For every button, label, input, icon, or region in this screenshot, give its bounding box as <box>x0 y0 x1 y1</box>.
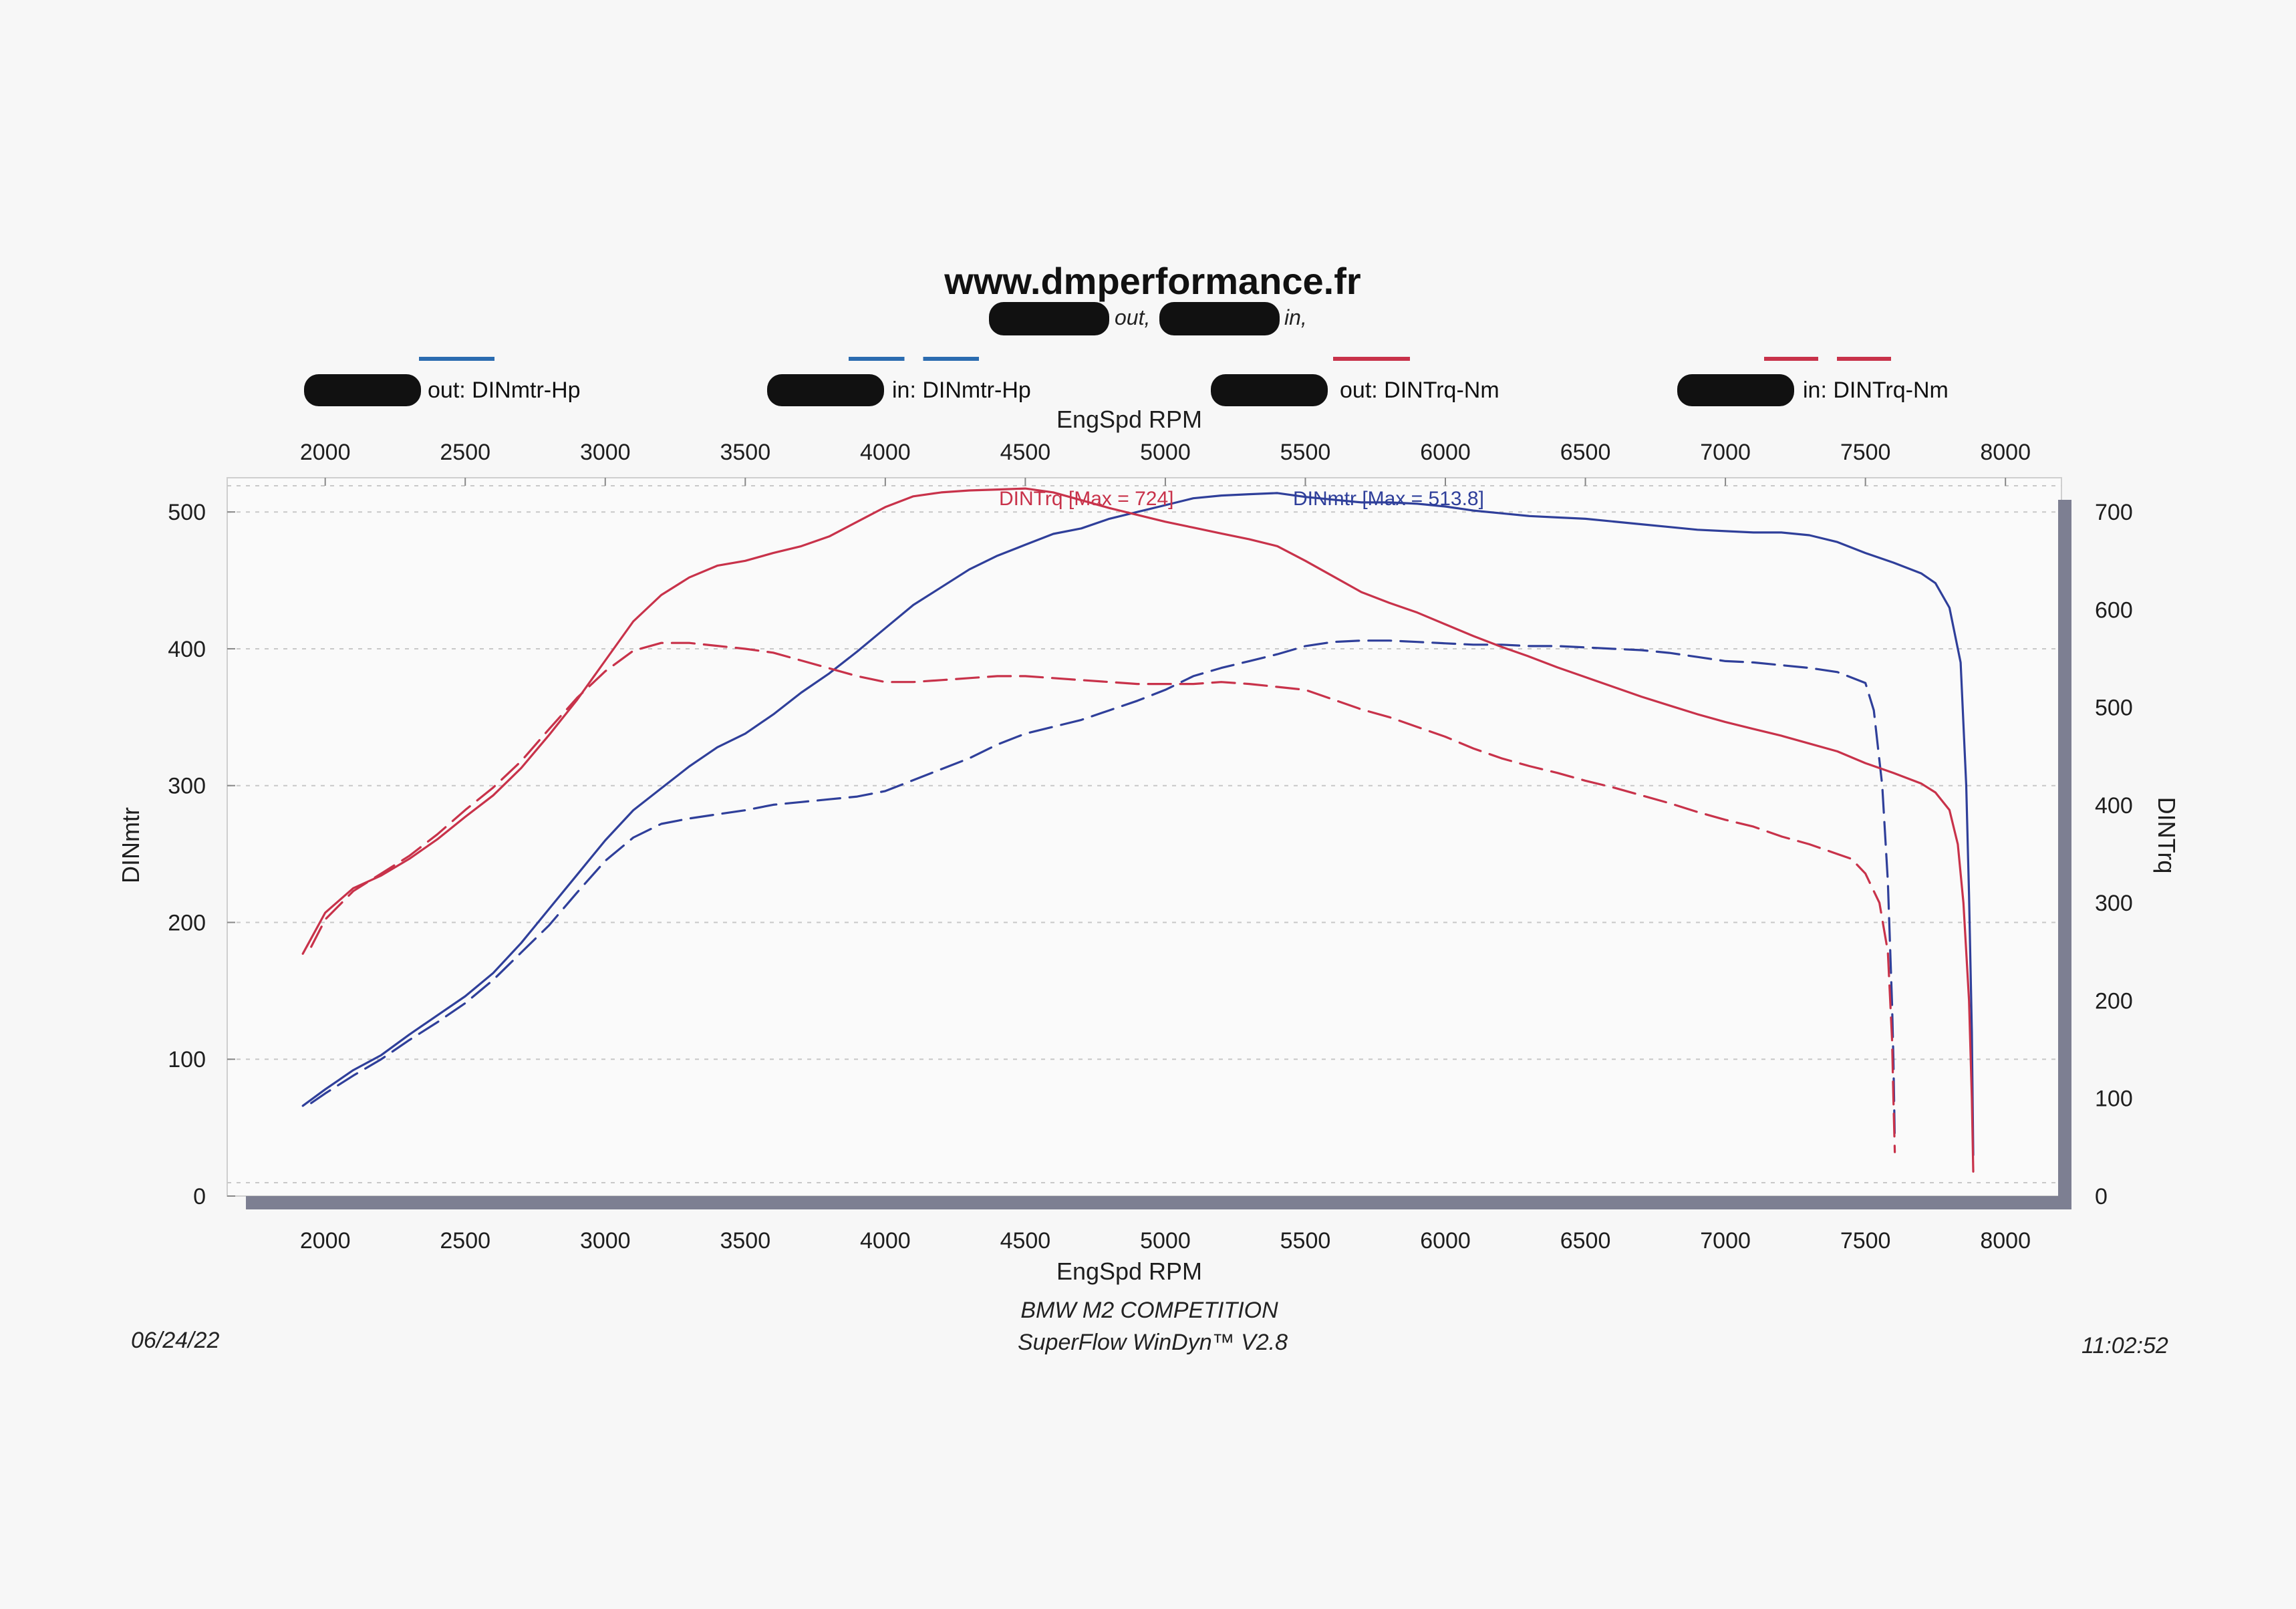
y-left-tick-label: 100 <box>168 1047 206 1072</box>
x-tick-label-top: 5000 <box>1140 440 1191 465</box>
y-left-tick-label: 500 <box>168 500 206 525</box>
x-tick-label-top: 5500 <box>1280 440 1331 465</box>
x-tick-label-top: 7500 <box>1840 440 1891 465</box>
y-right-tick-label: 100 <box>2095 1086 2133 1112</box>
subtitle-in-label: in, <box>1284 305 1307 329</box>
redacted-block <box>1677 374 1794 406</box>
x-tick-label-bottom: 5000 <box>1140 1228 1191 1254</box>
series-line-in-dinmtr-hp <box>310 639 1896 1143</box>
y-axis-bar-right <box>2058 500 2071 1209</box>
x-tick-label-bottom: 2000 <box>300 1228 351 1254</box>
series-line-out-dinmtr-hp <box>301 492 1975 1157</box>
x-tick-label-bottom: 7000 <box>1700 1228 1751 1254</box>
legend: out: DINmtr-Hp in: DINmtr-Hp out: DINTrq-N… <box>304 357 1949 406</box>
x-tick-label-top: 3500 <box>720 440 770 465</box>
footer-date: 06/24/22 <box>131 1328 219 1353</box>
y-left-tick-label: 0 <box>193 1184 206 1209</box>
y-right-tick-label: 600 <box>2095 597 2133 623</box>
axis-frame <box>246 500 2071 1209</box>
x-tick-label-bottom: 5500 <box>1280 1228 1331 1254</box>
y-axis-title-left: DINmtr <box>117 807 144 883</box>
footer-car: BMW M2 COMPETITION <box>1020 1298 1278 1323</box>
axis-ticks: 2000200025002500300030003500350040004000… <box>168 440 2132 1254</box>
y-right-tick-label: 300 <box>2095 891 2133 916</box>
y-right-tick-label: 0 <box>2095 1184 2108 1209</box>
chart-title: www.dmperformance.fr <box>944 260 1360 302</box>
x-tick-label-bottom: 6000 <box>1420 1228 1471 1254</box>
redacted-block <box>989 302 1109 335</box>
plot-background <box>227 477 2062 1197</box>
x-tick-label-bottom: 7500 <box>1840 1228 1891 1254</box>
x-tick-label-top: 3000 <box>580 440 631 465</box>
legend-label: out: DINTrq-Nm <box>1340 378 1499 403</box>
redacted-block <box>304 374 421 406</box>
x-tick-label-bottom: 3000 <box>580 1228 631 1254</box>
y-left-tick-label: 300 <box>168 774 206 799</box>
legend-label: in: DINmtr-Hp <box>892 378 1031 403</box>
x-tick-label-top: 6500 <box>1560 440 1611 465</box>
gridlines <box>227 485 2061 1183</box>
series-lines <box>301 487 1975 1173</box>
x-axis-title-top: EngSpd RPM <box>1056 406 1202 433</box>
power-max-label: DINmtr [Max = 513.8] <box>1293 488 1484 510</box>
y-right-tick-label: 200 <box>2095 988 2133 1014</box>
plot-area <box>227 477 2062 1197</box>
x-tick-label-bottom: 4500 <box>1000 1228 1051 1254</box>
y-left-tick-label: 200 <box>168 910 206 935</box>
redacted-block <box>1159 302 1280 335</box>
x-tick-label-bottom: 6500 <box>1560 1228 1611 1254</box>
x-tick-label-top: 6000 <box>1420 440 1471 465</box>
redacted-block <box>1211 374 1328 406</box>
series-line-in-dintrq-nm <box>310 641 1896 1153</box>
y-left-tick-label: 400 <box>168 637 206 662</box>
torque-max-label: DINTrq [Max = 724] <box>999 488 1173 510</box>
x-tick-label-top: 2500 <box>440 440 490 465</box>
footer-software: SuperFlow WinDyn™ V2.8 <box>1018 1330 1288 1355</box>
x-tick-label-bottom: 4000 <box>860 1228 911 1254</box>
legend-label: in: DINTrq-Nm <box>1803 378 1949 403</box>
legend-label: out: DINmtr-Hp <box>428 378 581 403</box>
x-tick-label-bottom: 3500 <box>720 1228 770 1254</box>
x-tick-label-top: 7000 <box>1700 440 1751 465</box>
x-tick-label-top: 8000 <box>1980 440 2031 465</box>
footer-time: 11:02:52 <box>2082 1333 2168 1358</box>
x-tick-label-top: 4500 <box>1000 440 1051 465</box>
redacted-block <box>767 374 884 406</box>
x-axis-bar <box>246 1196 2070 1209</box>
x-tick-label-top: 2000 <box>300 440 351 465</box>
x-tick-label-bottom: 2500 <box>440 1228 490 1254</box>
subtitle-out-label: out, <box>1115 305 1150 329</box>
y-right-tick-label: 400 <box>2095 793 2133 819</box>
series-line-out-dintrq-nm <box>301 487 1975 1173</box>
x-tick-label-top: 4000 <box>860 440 911 465</box>
y-right-tick-label: 500 <box>2095 696 2133 721</box>
y-axis-title-right: DINTrq <box>2153 797 2180 874</box>
x-tick-label-bottom: 8000 <box>1980 1228 2031 1254</box>
y-right-tick-label: 700 <box>2095 500 2133 525</box>
x-axis-title-bottom: EngSpd RPM <box>1056 1258 1202 1285</box>
